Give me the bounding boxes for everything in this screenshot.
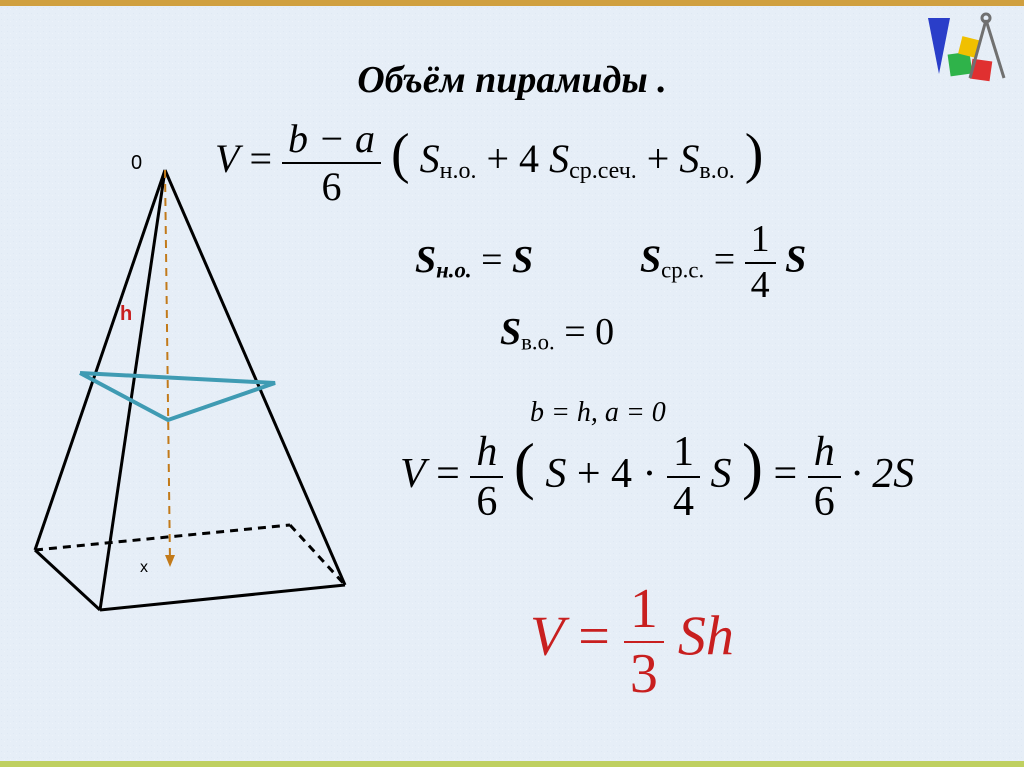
formula-s-mid: Sср.с. = 1 4 S bbox=[640, 220, 806, 306]
f3-S1: S bbox=[545, 451, 566, 497]
f3-d2: 6 bbox=[808, 476, 841, 524]
title-text: Объём пирамиды . bbox=[357, 59, 667, 101]
f1-V: V bbox=[215, 136, 239, 181]
f1-den: 6 bbox=[282, 162, 381, 208]
f1-plus2: + bbox=[647, 136, 680, 181]
f4-num: 1 bbox=[624, 580, 664, 641]
f1-eq: = bbox=[249, 136, 282, 181]
f1-num: b − a bbox=[282, 118, 381, 162]
f2b-num: 1 bbox=[745, 220, 776, 262]
f2a-lsub: н.о. bbox=[436, 258, 471, 283]
f1-close: ) bbox=[745, 123, 764, 185]
f4-tail: Sh bbox=[678, 606, 734, 668]
geometry-clipart-icon bbox=[916, 8, 1012, 98]
f3-eq2: = bbox=[774, 451, 808, 497]
f3-d1: 6 bbox=[470, 476, 503, 524]
f2a-eq: = bbox=[481, 239, 512, 281]
f2a-r: S bbox=[512, 239, 533, 281]
f2c-lsub: в.о. bbox=[521, 330, 555, 355]
f3-frac1: h 6 bbox=[470, 430, 503, 524]
formula-volume-general: V = b − a 6 ( Sн.о. + 4 Sср.сеч. + Sв.о.… bbox=[215, 118, 763, 208]
f3-fn: 1 bbox=[667, 430, 700, 476]
f4-V: V bbox=[530, 606, 564, 668]
f3-2S: · 2S bbox=[851, 451, 914, 497]
f1-open: ( bbox=[391, 123, 410, 185]
f1-s2: S bbox=[549, 136, 569, 181]
f3-plus: + 4 · bbox=[577, 451, 667, 497]
formula-s-top: Sв.о. = 0 bbox=[500, 310, 614, 356]
f3-close: ) bbox=[742, 431, 763, 501]
f2c-r: 0 bbox=[595, 311, 614, 353]
f3-n2: h bbox=[808, 430, 841, 476]
f2b-eq: = bbox=[714, 239, 745, 281]
f4-den: 3 bbox=[624, 641, 664, 704]
f3-V: V bbox=[400, 451, 426, 497]
label-x: x bbox=[140, 559, 148, 577]
f3-eq: = bbox=[436, 451, 470, 497]
f3-n1: h bbox=[470, 430, 503, 476]
formula-result: V = 1 3 Sh bbox=[530, 580, 734, 704]
f1-s1-sub: н.о. bbox=[440, 158, 477, 184]
f4-eq: = bbox=[578, 606, 624, 668]
f1-frac: b − a 6 bbox=[282, 118, 381, 208]
f3-fd: 4 bbox=[667, 476, 700, 524]
label-h: h bbox=[120, 303, 132, 326]
f3-open: ( bbox=[514, 431, 535, 501]
f3pre-text: b = h, a = 0 bbox=[530, 397, 666, 428]
f1-s3: S bbox=[679, 136, 699, 181]
slide-title: Объём пирамиды . bbox=[0, 58, 1024, 102]
f2b-frac: 1 4 bbox=[745, 220, 776, 306]
formula-bounds: b = h, a = 0 bbox=[530, 397, 666, 429]
f2c-eq: = bbox=[564, 311, 595, 353]
f4-frac: 1 3 bbox=[624, 580, 664, 704]
f2b-r: S bbox=[785, 239, 806, 281]
formula-derivation: V = h 6 ( S + 4 · 1 4 S ) = h 6 · 2S bbox=[400, 430, 914, 524]
f3-frac2: h 6 bbox=[808, 430, 841, 524]
f2c-l: S bbox=[500, 311, 521, 353]
f1-s1: S bbox=[420, 136, 440, 181]
f1-s2-sub: ср.сеч. bbox=[569, 158, 637, 184]
label-zero: 0 bbox=[131, 152, 142, 175]
f2b-l: S bbox=[640, 239, 661, 281]
formula-s-base: Sн.о. = S bbox=[415, 238, 533, 284]
pyramid-diagram bbox=[20, 155, 360, 615]
f3-frac-inner: 1 4 bbox=[667, 430, 700, 524]
f2a-l: S bbox=[415, 239, 436, 281]
f1-plus1: + 4 bbox=[487, 136, 540, 181]
f1-s3-sub: в.о. bbox=[699, 158, 734, 184]
f2b-den: 4 bbox=[745, 262, 776, 306]
f2b-lsub: ср.с. bbox=[661, 257, 704, 282]
f3-S2: S bbox=[711, 451, 732, 497]
